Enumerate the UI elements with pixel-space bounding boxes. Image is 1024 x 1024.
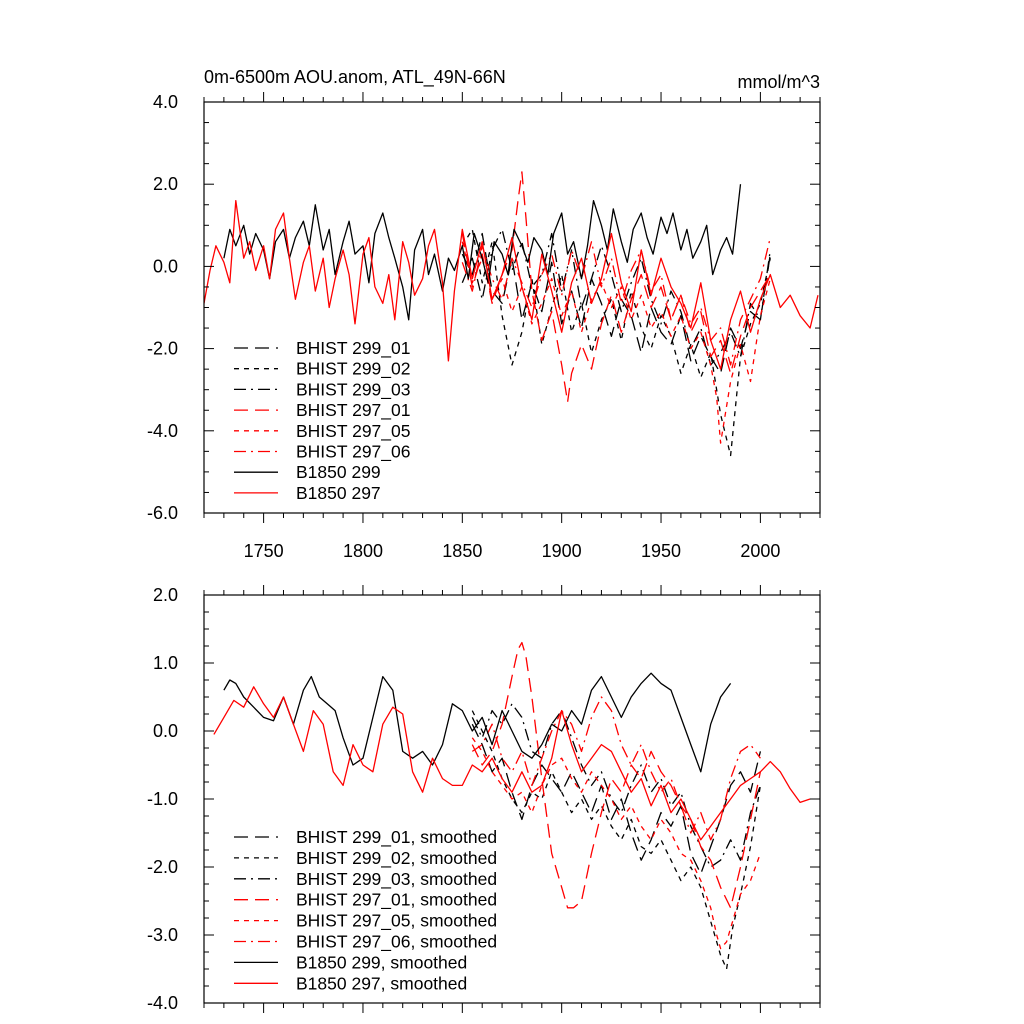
figure-title: 0m-6500m AOU.anom, ATL_49N-66N — [204, 67, 506, 88]
bottom-panel: 2.0 1.0 0.0 -1.0 -2.0 -3.0 -4.0 BHIST 299_01, … — [147, 585, 821, 1013]
top-y-tick-label: -4.0 — [147, 421, 178, 441]
series-line-bottom-0 — [471, 723, 762, 875]
legend-label-bottom-5: BHIST 297_06, smoothed — [296, 932, 497, 953]
top-y-tick-label: 0.0 — [153, 256, 178, 276]
legend-label-top-5: BHIST 297_06 — [296, 442, 410, 463]
bottom-y-tick-label: 1.0 — [153, 653, 178, 673]
legend-label-top-6: B1850 299 — [296, 462, 381, 482]
legend-label-bottom-2: BHIST 299_03, smoothed — [296, 869, 497, 890]
bottom-y-tick-label: -1.0 — [147, 789, 178, 809]
top-panel-axes: 4.0 2.0 0.0 -2.0 -4.0 -6.0 1750 1800 1850 1900 195… — [147, 92, 821, 561]
legend-label-top-4: BHIST 297_05 — [296, 421, 410, 442]
bottom-y-tick-label: 2.0 — [153, 585, 178, 605]
top-x-tick-label: 2000 — [740, 541, 780, 561]
top-panel: 4.0 2.0 0.0 -2.0 -4.0 -6.0 1750 1800 1850 1900 195… — [147, 92, 821, 561]
legend-label-top-0: BHIST 299_01 — [296, 338, 410, 359]
legend-label-top-3: BHIST 297_01 — [296, 400, 410, 421]
top-x-tick-label: 1950 — [641, 541, 681, 561]
legend-label-top-7: B1850 297 — [296, 483, 381, 503]
legend-label-bottom-3: BHIST 297_01, smoothed — [296, 890, 497, 911]
series-line-bottom-3 — [471, 641, 762, 909]
series-line-bottom-7 — [213, 686, 811, 841]
series-line-bottom-1 — [471, 710, 762, 970]
top-panel-lines — [204, 171, 819, 457]
top-y-tick-label: 2.0 — [153, 174, 178, 194]
legend-label-bottom-1: BHIST 299_02, smoothed — [296, 848, 497, 869]
series-line-bottom-5 — [471, 696, 761, 841]
series-line-top-7 — [204, 199, 819, 370]
top-y-tick-label: -2.0 — [147, 339, 178, 359]
legend-label-bottom-6: B1850 299, smoothed — [296, 952, 467, 972]
legend-label-top-1: BHIST 299_02 — [296, 359, 410, 380]
legend-label-top-2: BHIST 299_03 — [296, 379, 410, 400]
top-y-tick-label: -6.0 — [147, 503, 178, 523]
bottom-y-tick-label: -3.0 — [147, 925, 178, 945]
series-line-bottom-4 — [471, 737, 762, 950]
legend-label-bottom-0: BHIST 299_01, smoothed — [296, 827, 497, 848]
top-x-tick-label: 1800 — [343, 541, 383, 561]
bottom-panel-lines — [213, 641, 811, 970]
top-x-tick-label: 1900 — [542, 541, 582, 561]
top-x-tick-label: 1850 — [442, 541, 482, 561]
series-line-top-6 — [223, 184, 742, 321]
bottom-y-tick-label: -2.0 — [147, 857, 178, 877]
bottom-y-tick-label: -4.0 — [147, 993, 178, 1013]
units-label: mmol/m^3 — [738, 72, 820, 92]
bottom-y-tick-label: 0.0 — [153, 721, 178, 741]
series-line-top-4 — [461, 241, 771, 444]
series-line-bottom-6 — [223, 672, 732, 773]
top-x-tick-label: 1750 — [244, 541, 284, 561]
series-line-top-3 — [461, 171, 771, 403]
legend-label-bottom-4: BHIST 297_05, smoothed — [296, 911, 497, 932]
bottom-panel-axes: 2.0 1.0 0.0 -1.0 -2.0 -3.0 -4.0 — [147, 585, 821, 1013]
top-y-tick-label: 4.0 — [153, 92, 178, 112]
legend-label-bottom-7: B1850 297, smoothed — [296, 973, 467, 993]
